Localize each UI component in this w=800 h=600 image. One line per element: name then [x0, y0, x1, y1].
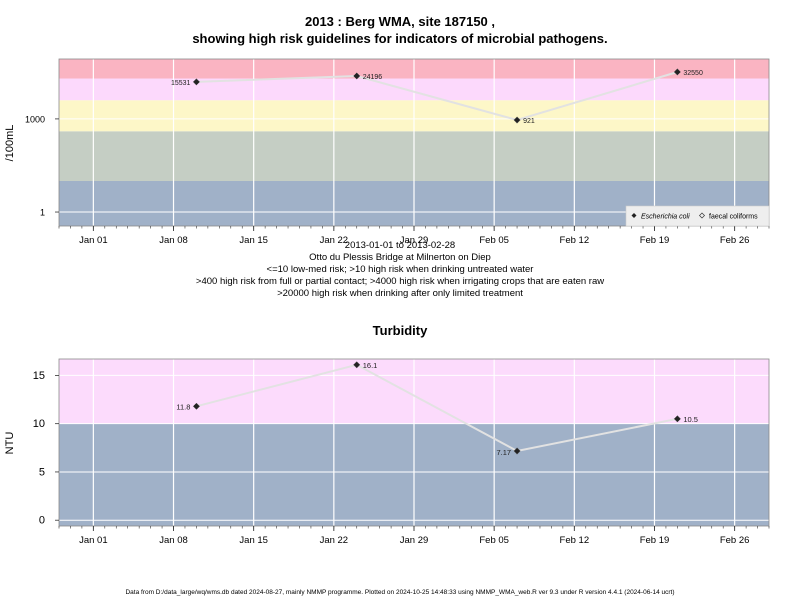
turbidity-ytick-label-3: 15 [33, 370, 45, 382]
turbidity-title: Turbidity [372, 323, 428, 338]
turbidity-series-line-0 [196, 363, 678, 453]
site-name-label: Otto du Plessis Bridge at Milnerton on D… [309, 252, 491, 263]
risk-guideline-3: >20000 high risk when drinking after onl… [277, 288, 523, 299]
chart-title-line2: showing high risk guidelines for indicat… [192, 31, 608, 46]
micro-ytick-label-1: 1000 [25, 114, 45, 124]
risk-guideline-2: >400 high risk from full or partial cont… [195, 276, 605, 287]
turbidity-xtick-label-3: Jan 22 [320, 535, 349, 546]
micro-xtick-label-2: Jan 15 [239, 235, 268, 246]
turbidity-data-label-0: 11.8 [176, 402, 190, 411]
micro-xtick-label-6: Feb 12 [560, 235, 590, 246]
micro-ylabel: /100mL [4, 125, 16, 162]
micro-series-line-0 [196, 71, 678, 122]
micro-ytick-label-0: 1 [40, 208, 45, 218]
turbidity-xtick-label-8: Feb 26 [720, 535, 750, 546]
turbidity-xtick-label-1: Jan 08 [159, 535, 188, 546]
turbidity-ytick-label-0: 0 [39, 515, 45, 527]
turbidity-xtick-label-5: Feb 05 [479, 535, 509, 546]
micro-data-label-3: 32550 [683, 70, 703, 77]
footer-note: Data from D:/data_large/wq/wms.db dated … [125, 589, 675, 596]
turbidity-data-point-3 [673, 415, 681, 423]
turbidity-xtick-label-2: Jan 15 [239, 535, 268, 546]
micro-data-point-1 [353, 72, 361, 80]
turbidity-data-point-1 [353, 361, 361, 369]
micro-data-label-1: 24196 [363, 74, 383, 81]
micro-data-point-3 [673, 68, 681, 76]
turbidity-ytick-label-2: 10 [33, 418, 45, 430]
micro-data-point-0 [192, 78, 200, 86]
micro-xtick-label-0: Jan 01 [79, 235, 108, 246]
legend-label-ecoli: Escherichia coli [641, 214, 690, 221]
chart-title: 2013 : Berg WMA, site 187150 , showing h… [0, 14, 800, 46]
turbidity-data-point-2 [513, 447, 521, 455]
turbidity-xtick-label-4: Jan 29 [400, 535, 429, 546]
micro-data-point-2 [513, 116, 521, 124]
legend-marker-faecal [699, 212, 705, 219]
risk-guideline-1: <=10 low-med risk; >10 high risk when dr… [266, 264, 534, 275]
micro-data-label-0: 15531 [171, 80, 191, 87]
micro-xtick-label-3: Jan 22 [320, 235, 349, 246]
micro-xtick-label-8: Feb 26 [720, 235, 750, 246]
legend-label-faecal: faecal coliforms [709, 214, 758, 221]
turbidity-xtick-label-7: Feb 19 [640, 535, 670, 546]
turbidity-data-label-3: 10.5 [683, 415, 698, 424]
micro-xtick-label-7: Feb 19 [640, 235, 670, 246]
legend-marker-ecoli [631, 213, 637, 218]
chart-title-line1: 2013 : Berg WMA, site 187150 , [304, 14, 496, 29]
date-range-label: 2013-01-01 to 2013-02-28 [344, 240, 456, 251]
turbidity-data-point-0 [192, 402, 200, 410]
micro-data-label-2: 921 [523, 118, 535, 125]
turbidity-data-label-1: 16.1 [363, 361, 378, 370]
turbidity-ytick-label-1: 5 [39, 466, 45, 478]
turbidity-data-label-2: 7.17 [496, 448, 511, 457]
legend-box [625, 205, 770, 227]
micro-xtick-label-5: Feb 05 [479, 235, 509, 246]
turbidity-ylabel: NTU [4, 432, 16, 455]
turbidity-xtick-label-6: Feb 12 [560, 535, 590, 546]
micro-xtick-label-1: Jan 08 [159, 235, 188, 246]
micro-xtick-label-4: Jan 29 [400, 235, 429, 246]
turbidity-xtick-label-0: Jan 01 [79, 535, 108, 546]
